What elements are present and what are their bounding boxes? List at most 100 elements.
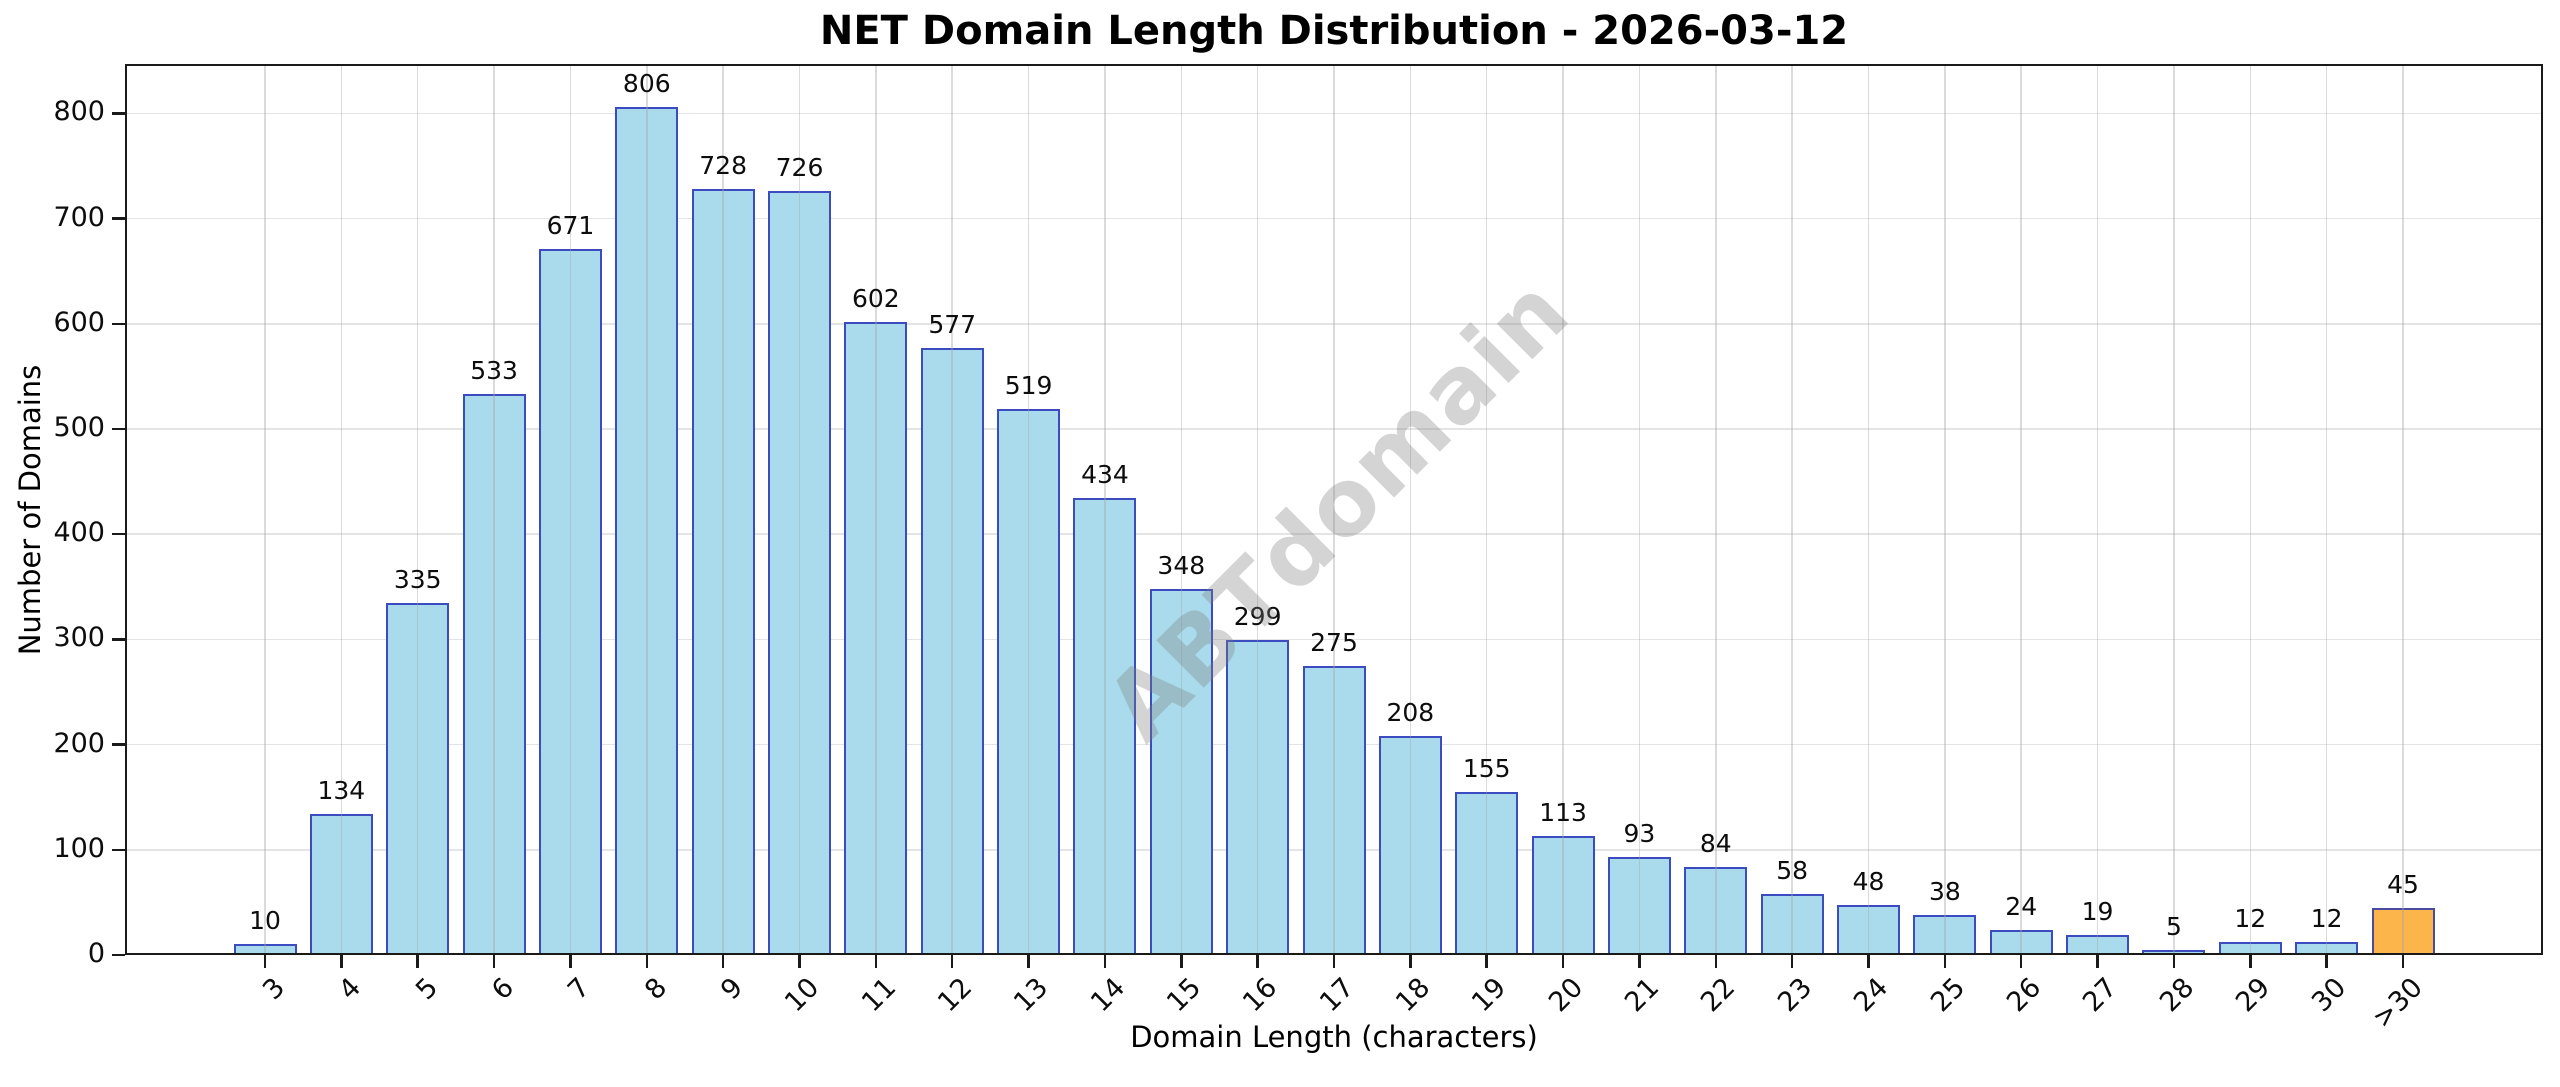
bar-4	[309, 814, 373, 955]
x-tick-label: 17	[1313, 972, 1360, 1019]
x-tick-mark	[2401, 955, 2405, 968]
x-tick-mark	[1867, 955, 1870, 968]
y-tick-label: 300	[53, 622, 105, 654]
bar-value-label: 12	[2234, 904, 2267, 934]
bar-value-label: 806	[622, 69, 671, 99]
gridline-vertical	[416, 64, 419, 955]
gridline-vertical	[798, 64, 801, 955]
x-tick-label: 11	[855, 972, 902, 1019]
y-tick-mark	[112, 532, 125, 536]
x-tick-label: 26	[2000, 972, 2048, 1019]
gridline-horizontal	[125, 323, 2543, 325]
bar-6	[462, 394, 526, 955]
bar-value-label: 113	[1539, 798, 1587, 828]
x-axis-label: Domain Length (characters)	[1130, 1020, 1538, 1054]
gridline-vertical	[875, 64, 877, 955]
y-tick-mark	[112, 217, 125, 220]
x-tick-label: 21	[1619, 972, 1666, 1019]
bar-22	[1684, 866, 1748, 955]
gridline-vertical	[340, 64, 343, 955]
bar-14	[1073, 498, 1137, 955]
gridline-horizontal	[125, 217, 2543, 220]
bar-value-label: 533	[470, 356, 518, 386]
bar-value-label: 577	[928, 310, 977, 340]
y-tick-mark	[112, 112, 125, 115]
chart-title: NET Domain Length Distribution - 2026-03…	[819, 8, 1849, 54]
x-tick-mark	[1180, 955, 1183, 968]
x-tick-label: 20	[1542, 972, 1589, 1019]
x-tick-label: 25	[1924, 972, 1971, 1019]
y-tick-mark	[112, 953, 125, 957]
x-tick-label: 4	[333, 972, 368, 1007]
bar-13	[997, 409, 1061, 955]
bar-value-label: 208	[1386, 698, 1435, 728]
y-tick-label: 500	[53, 412, 105, 444]
bar-5	[386, 602, 450, 955]
y-tick-mark	[112, 848, 125, 852]
bar-value-label: 602	[851, 283, 900, 313]
x-tick-mark	[798, 955, 801, 968]
gridline-horizontal	[125, 112, 2543, 115]
bar-value-label: 93	[1623, 819, 1656, 849]
bar-value-label: 671	[546, 211, 595, 241]
plot-area: 10 134 335 533 671 806 728 726 602 577 519 434 348 29…	[125, 64, 2543, 955]
bar-value-label: 84	[1699, 828, 1732, 858]
bar-value-label: 19	[2081, 897, 2114, 926]
bar-value-label: 434	[1081, 460, 1129, 490]
bar-10	[768, 191, 831, 955]
x-tick-mark	[416, 955, 419, 968]
gridline-vertical	[569, 64, 572, 955]
x-tick-mark	[2172, 955, 2176, 968]
bar-value-label: 299	[1233, 602, 1282, 632]
gridline-vertical	[646, 64, 648, 955]
bar-value-label: 348	[1157, 550, 1206, 580]
x-tick-mark	[2325, 955, 2328, 968]
x-tick-mark	[2019, 955, 2023, 968]
bar-value-label: 275	[1310, 627, 1358, 657]
gridline-vertical	[2173, 64, 2175, 955]
gridline-vertical	[2249, 64, 2252, 955]
bar-12	[920, 348, 984, 955]
bar-19	[1455, 791, 1519, 955]
gridline-vertical	[493, 64, 495, 955]
gridline-horizontal	[125, 638, 2543, 641]
x-tick-label: 6	[485, 972, 520, 1007]
y-tick-label: 800	[53, 96, 105, 128]
y-tick-label: 200	[53, 727, 105, 759]
x-tick-label: 19	[1466, 972, 1513, 1019]
gridline-vertical	[2020, 64, 2022, 955]
gridline-vertical	[1485, 64, 1488, 955]
x-tick-mark	[1714, 955, 1718, 968]
x-tick-mark	[1256, 955, 1259, 968]
bar-value-label: 5	[2165, 911, 2182, 941]
bar-value-label: 58	[1776, 855, 1809, 885]
bar-value-label: 726	[775, 153, 824, 183]
x-tick-mark	[569, 955, 572, 968]
x-tick-label: 22	[1695, 972, 1742, 1019]
x-tick-label: 23	[1771, 972, 1819, 1019]
bar-8	[615, 107, 679, 955]
bar-15	[1149, 588, 1213, 955]
bar-value-label: 335	[393, 564, 442, 594]
x-tick-mark	[1561, 955, 1565, 968]
gridline-vertical	[1791, 64, 1793, 955]
y-tick-mark	[112, 638, 125, 641]
x-tick-label: 7	[562, 972, 597, 1007]
x-tick-label: 28	[2153, 972, 2200, 1019]
x-tick-mark	[1027, 955, 1030, 968]
x-tick-mark	[1332, 955, 1336, 968]
x-tick-label: 12	[931, 972, 979, 1019]
gridline-vertical	[951, 64, 953, 955]
x-tick-label: >30	[2366, 972, 2429, 1035]
y-tick-label: 0	[87, 938, 105, 969]
x-tick-mark	[1103, 955, 1107, 968]
gridline-vertical	[1562, 64, 1564, 955]
x-tick-mark	[950, 955, 954, 968]
x-tick-mark	[2249, 955, 2252, 968]
gridline-vertical	[2325, 64, 2328, 955]
gridline-vertical	[1715, 64, 1717, 955]
bar-value-label: 24	[2005, 891, 2038, 921]
bar-17	[1302, 665, 1366, 955]
x-tick-label: 8	[638, 972, 673, 1007]
